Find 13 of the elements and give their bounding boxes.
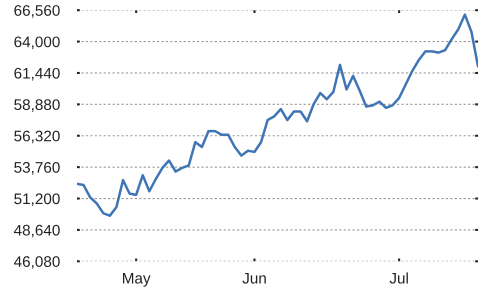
y-tick-label: 51,200: [14, 193, 60, 206]
y-tick-label: 58,880: [14, 99, 60, 112]
y-tick-label: 66,560: [14, 5, 60, 18]
y-tick-label: 64,000: [14, 36, 60, 50]
y-tick-label: 46,080: [14, 256, 60, 269]
x-tick-label: Jun: [242, 272, 266, 284]
y-tick-label: 56,320: [14, 130, 60, 144]
x-tick-label: Jul: [390, 272, 408, 284]
y-tick-label: 48,640: [14, 224, 60, 238]
x-tick-label: May: [122, 272, 151, 287]
y-tick-label: 53,760: [14, 162, 60, 175]
line-series: [77, 13, 478, 217]
y-tick-label: 61,440: [14, 68, 60, 80]
